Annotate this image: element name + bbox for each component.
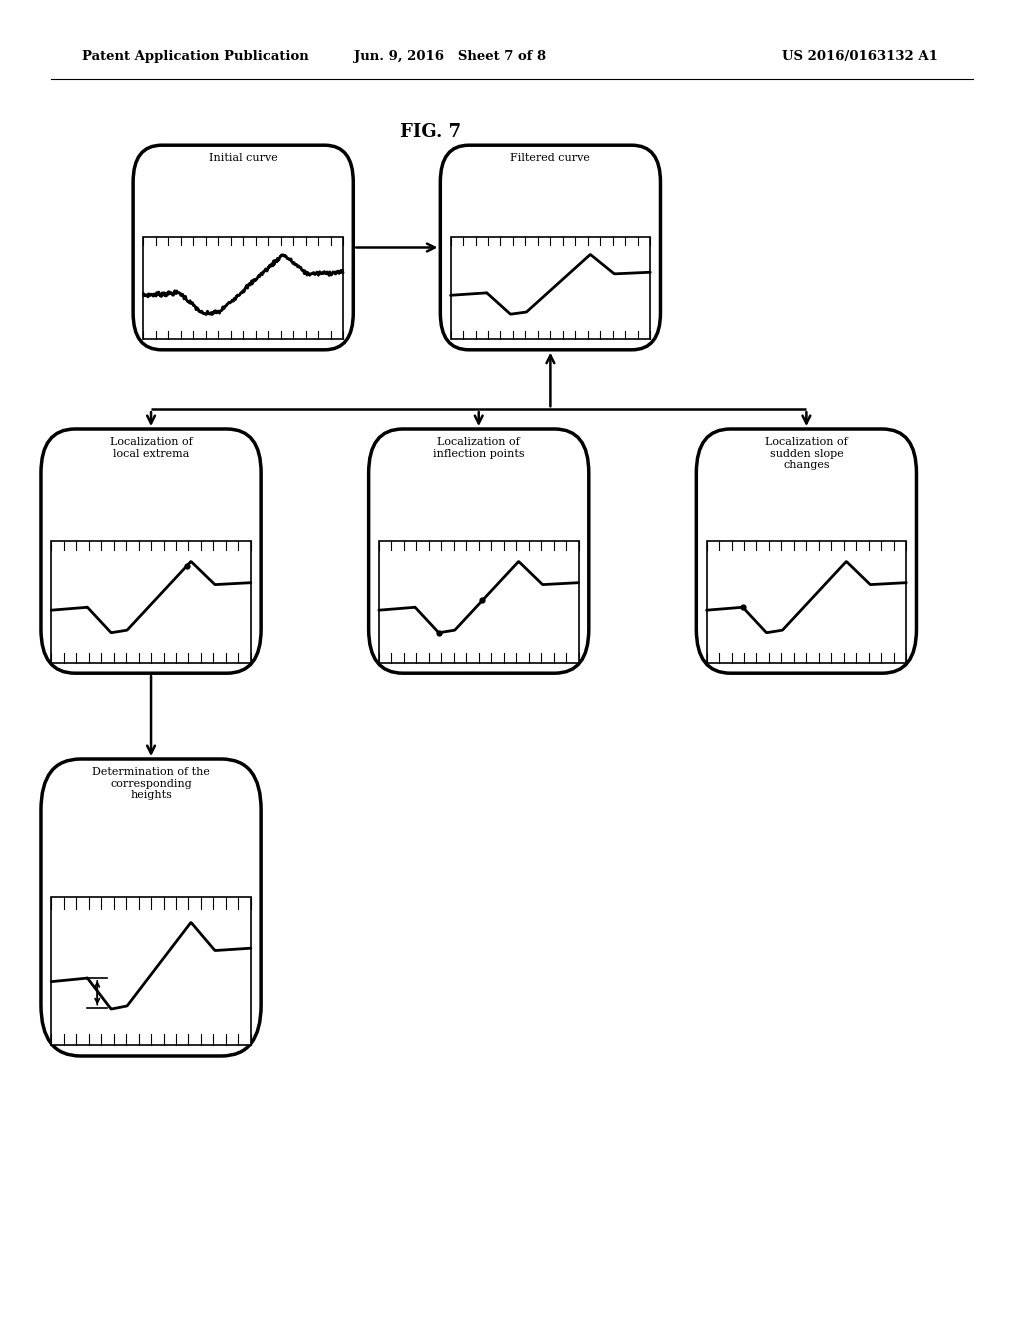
Text: Determination of the
corresponding
heights: Determination of the corresponding heigh… (92, 767, 210, 800)
FancyBboxPatch shape (41, 759, 261, 1056)
Text: Localization of
sudden slope
changes: Localization of sudden slope changes (765, 437, 848, 470)
FancyBboxPatch shape (696, 429, 916, 673)
Text: Jun. 9, 2016   Sheet 7 of 8: Jun. 9, 2016 Sheet 7 of 8 (354, 50, 547, 63)
Text: US 2016/0163132 A1: US 2016/0163132 A1 (782, 50, 938, 63)
FancyBboxPatch shape (41, 429, 261, 673)
FancyBboxPatch shape (440, 145, 660, 350)
Bar (707, 541, 906, 663)
Text: Localization of
local extrema: Localization of local extrema (110, 437, 193, 458)
Bar (51, 898, 251, 1045)
Bar (51, 541, 251, 663)
Bar (451, 238, 650, 339)
Text: Patent Application Publication: Patent Application Publication (82, 50, 308, 63)
FancyBboxPatch shape (133, 145, 353, 350)
Bar (379, 541, 579, 663)
Text: FIG. 7: FIG. 7 (399, 123, 461, 141)
Bar (143, 238, 343, 339)
Text: Localization of
inflection points: Localization of inflection points (433, 437, 524, 458)
Text: Initial curve: Initial curve (209, 153, 278, 164)
Text: Filtered curve: Filtered curve (510, 153, 591, 164)
FancyBboxPatch shape (369, 429, 589, 673)
